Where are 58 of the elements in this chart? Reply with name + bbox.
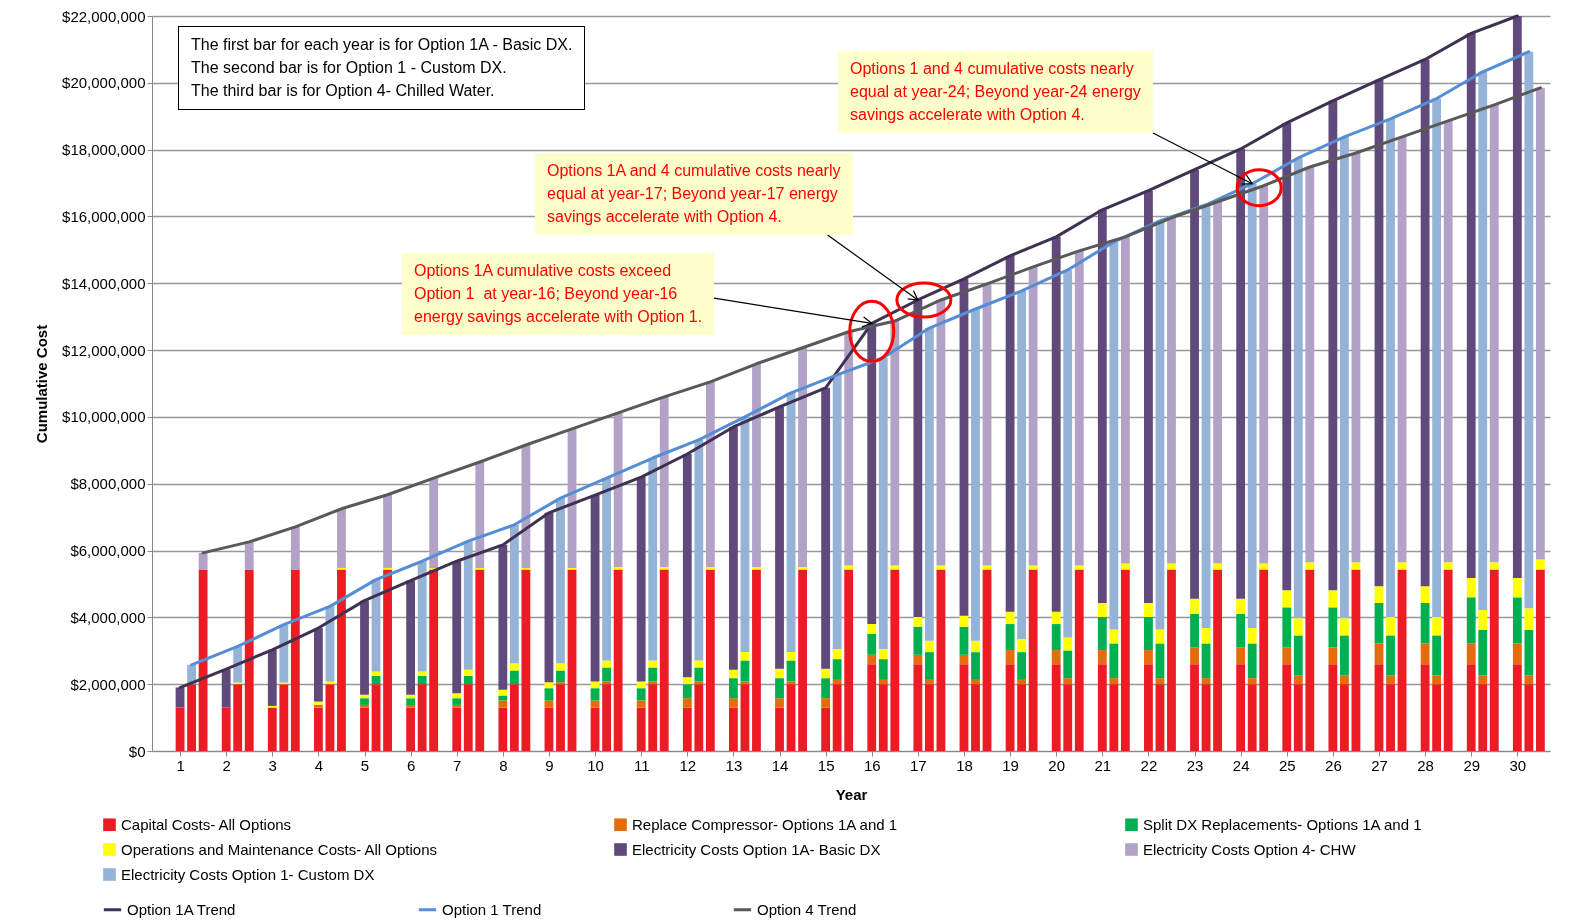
x-tick-label: 12 [679,756,697,774]
x-tick-label: 21 [1094,756,1112,774]
y-tick-label: $20,000,000 [62,74,146,92]
y-tick-label: $16,000,000 [62,207,146,225]
annotation: Options 1A cumulative costs exceed Option 1 at year-16; Beyond year-16 energy savings accelerate with Option 1. [402,253,715,335]
x-tick-label: 17 [910,756,927,774]
x-tick-label: 4 [314,756,324,774]
legend-label: Electricity Costs Option 1A- Basic DX [632,840,881,858]
legend-label: Split DX Replacements- Options 1A and 1 [1143,815,1422,833]
x-tick-label: 25 [1278,756,1296,774]
annotation: Options 1 and 4 cumulative costs nearly equal at year-24; Beyond year-24 energy savings accelerate with Option 4. [838,51,1153,133]
legend-label: Capital Costs- All Options [121,815,292,833]
x-tick-label: 14 [771,756,789,774]
x-tick-label: 30 [1509,756,1527,774]
x-axis-title: Year [835,785,868,803]
x-tick-label: 2 [222,756,231,774]
legend-label: Electricity Costs Option 4- CHW [1143,840,1357,858]
x-tick-label: 22 [1140,756,1158,774]
y-tick-label: $6,000,000 [70,542,146,560]
annotation: The first bar for each year is for Option 1A - Basic DX. The second bar is for Option 1 - Custom DX. The third bar is for Option 4- Chilled Water. [178,26,586,110]
y-tick-label: $14,000,000 [62,274,146,292]
legend-label: Option 1A Trend [127,900,236,918]
x-tick-label: 27 [1371,756,1388,774]
x-tick-label: 9 [545,756,554,774]
y-tick-label: $8,000,000 [70,475,146,493]
x-tick-label: 8 [499,756,508,774]
x-tick-label: 20 [1048,756,1066,774]
x-tick-label: 18 [956,756,973,774]
y-tick-label: $18,000,000 [62,141,146,159]
legend-label: Operations and Maintenance Costs- All Options [121,840,438,858]
x-tick-label: 24 [1232,756,1250,774]
x-tick-label: 6 [406,756,416,774]
x-tick-label: 16 [863,756,881,774]
x-tick-label: 28 [1417,756,1434,774]
x-tick-label: 19 [1002,756,1019,774]
x-tick-label: 7 [453,756,462,774]
legend-label: Replace Compressor- Options 1A and 1 [632,815,898,833]
x-tick-label: 11 [633,756,650,774]
y-tick-label: $4,000,000 [70,608,146,626]
x-tick-label: 23 [1186,756,1204,774]
y-axis-title: Cumulative Cost [33,324,51,444]
y-tick-label: $10,000,000 [62,408,146,426]
x-tick-label: 29 [1463,756,1481,774]
legend-label: Option 1 Trend [442,900,542,918]
x-tick-label: 1 [176,756,185,774]
x-tick-label: 26 [1325,756,1342,774]
x-tick-label: 10 [587,756,604,774]
x-tick-label: 3 [268,756,277,774]
legend-label: Option 4 Trend [757,900,857,918]
annotation: Options 1A and 4 cumulative costs nearly equal at year-17; Beyond year-17 energy savings accelerate with Option 4. [535,153,853,235]
legend-label: Electricity Costs Option 1- Custom DX [121,865,375,883]
y-tick-label: $22,000,000 [62,7,146,25]
y-tick-label: $12,000,000 [62,341,146,359]
x-tick-label: 13 [725,756,743,774]
y-tick-label: $0 [128,742,146,760]
y-tick-label: $2,000,000 [70,675,146,693]
x-tick-label: 5 [360,756,370,774]
x-tick-label: 15 [817,756,835,774]
